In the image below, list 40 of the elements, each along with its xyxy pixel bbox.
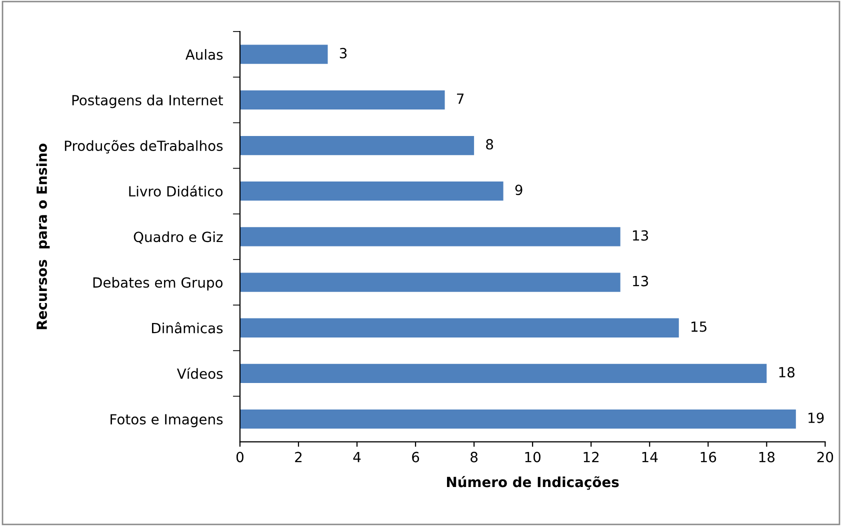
y-tick-label: Debates em Grupo (93, 277, 223, 290)
bar (240, 409, 796, 429)
data-label: 18 (779, 366, 794, 378)
y-tick-label: Fotos e Imagens (110, 414, 223, 428)
x-tick-label: 2 (295, 452, 302, 462)
x-tick-label: 8 (470, 452, 478, 462)
x-tick-label: 0 (236, 452, 244, 462)
data-label: 9 (515, 184, 522, 196)
x-tick-label: 4 (353, 452, 361, 462)
bar (240, 227, 620, 246)
y-tick-label: Postagens da Internet (72, 94, 223, 108)
bar (240, 90, 445, 110)
x-tick-label: 12 (584, 452, 599, 462)
bar (240, 364, 767, 384)
y-tick-label: Dinâmicas (152, 322, 223, 334)
x-tick-label: 16 (700, 452, 716, 462)
y-tick-label: Aulas (186, 49, 223, 60)
x-axis-title: Número de Indicações (447, 476, 619, 490)
data-label: 19 (808, 412, 824, 424)
data-label: 7 (457, 94, 464, 104)
data-label: 13 (632, 276, 648, 286)
y-tick-label: Vídeos (176, 368, 223, 379)
bar (240, 272, 620, 292)
data-label: 8 (486, 139, 494, 150)
x-tick-label: 18 (759, 452, 775, 462)
bar (240, 318, 679, 338)
y-tick-label: Quadro e Giz (134, 231, 223, 244)
y-axis-title: Recursos para o Ensino (36, 144, 50, 330)
bar (240, 136, 474, 156)
bar (240, 44, 328, 64)
data-label: 13 (632, 230, 648, 241)
x-tick-label: 6 (412, 452, 420, 462)
data-label: 3 (340, 48, 347, 58)
y-tick-label: Produções deTrabalhos (64, 140, 223, 154)
x-tick-label: 20 (817, 452, 834, 462)
bar (240, 182, 504, 201)
data-label: 15 (692, 322, 706, 332)
x-tick-label: 10 (525, 452, 540, 462)
y-tick-label: Livro Didático (129, 185, 223, 197)
x-tick-label: 14 (642, 452, 658, 462)
